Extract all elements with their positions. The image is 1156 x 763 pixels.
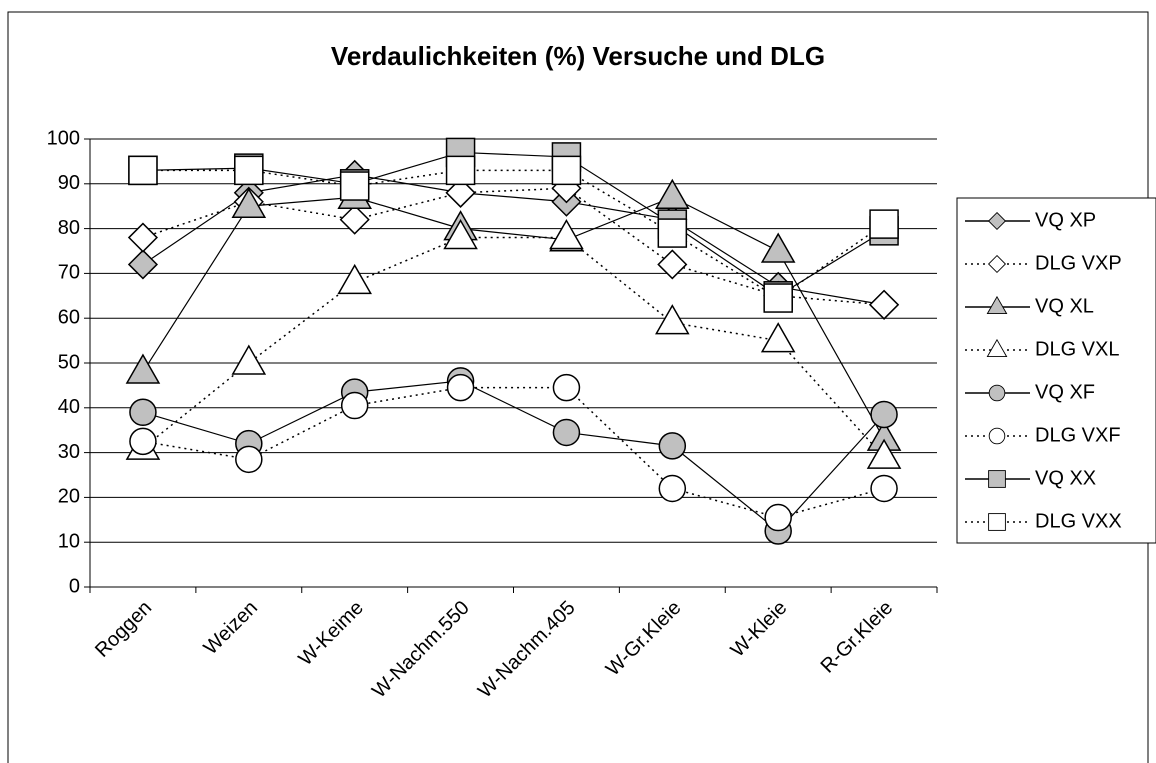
y-tick-label: 90 <box>58 172 80 194</box>
marker-circle <box>340 391 369 420</box>
series-line <box>142 169 885 299</box>
y-tick-label: 10 <box>58 530 80 552</box>
series-line <box>142 196 885 440</box>
marker-circle <box>552 418 581 447</box>
legend-label: VQ XP <box>1035 209 1096 231</box>
y-tick-label: 50 <box>58 351 80 373</box>
marker-diamond <box>339 204 370 235</box>
series-line <box>142 380 885 532</box>
marker-diamond <box>445 177 476 208</box>
marker-square <box>763 283 793 313</box>
legend-label: DLG VXP <box>1035 252 1122 274</box>
marker-circle <box>129 427 157 456</box>
y-tick-label: 40 <box>58 396 80 418</box>
legend-marker <box>988 384 1006 402</box>
y-tick-label: 80 <box>58 217 80 239</box>
legend-label: VQ XX <box>1035 467 1096 489</box>
chart-title: Verdaulichkeiten (%) Versuche und DLG <box>331 41 825 71</box>
marker-triangle <box>337 263 372 295</box>
marker-triangle <box>655 304 690 335</box>
marker-square <box>869 209 899 239</box>
y-tick-label: 100 <box>47 127 80 149</box>
marker-diamond <box>869 289 900 320</box>
marker-diamond <box>127 222 158 253</box>
series-line <box>142 174 885 306</box>
y-tick-label: 60 <box>58 306 80 328</box>
marker-circle <box>764 503 792 532</box>
legend-marker <box>986 295 1008 315</box>
legend-marker <box>986 338 1008 358</box>
y-tick-label: 0 <box>69 575 80 597</box>
marker-square <box>234 155 264 186</box>
marker-circle <box>129 398 157 427</box>
y-tick-label: 70 <box>58 262 80 284</box>
marker-square <box>339 171 370 201</box>
marker-circle <box>658 474 687 503</box>
legend-marker <box>987 254 1007 274</box>
marker-triangle <box>231 187 267 218</box>
legend-box <box>956 197 1156 544</box>
marker-triangle <box>231 344 267 375</box>
marker-circle <box>552 373 581 402</box>
legend-label: VQ XL <box>1035 295 1094 317</box>
marker-square <box>445 155 476 186</box>
marker-square <box>551 155 582 186</box>
marker-circle <box>658 432 687 460</box>
marker-triangle <box>549 219 584 250</box>
legend-label: DLG VXF <box>1035 424 1121 446</box>
marker-triangle <box>760 322 796 353</box>
marker-square <box>128 155 158 186</box>
legend-label: DLG VXX <box>1035 510 1122 532</box>
y-tick-label: 30 <box>58 441 80 463</box>
marker-square <box>657 218 688 248</box>
legend-marker <box>988 470 1006 488</box>
marker-circle <box>870 400 898 429</box>
marker-circle <box>870 474 898 503</box>
series-line <box>142 386 885 519</box>
marker-triangle <box>443 219 478 250</box>
marker-triangle <box>760 232 796 263</box>
marker-circle <box>235 445 263 474</box>
legend-marker <box>987 211 1007 231</box>
marker-triangle <box>125 353 161 384</box>
y-tick-label: 20 <box>58 486 80 508</box>
series-line <box>142 151 885 297</box>
series-line <box>142 236 885 458</box>
marker-diamond <box>127 249 158 280</box>
legend-marker <box>988 513 1006 531</box>
marker-triangle <box>866 438 902 469</box>
marker-triangle <box>655 178 690 209</box>
marker-diamond <box>657 249 688 280</box>
legend-label: DLG VXL <box>1035 338 1119 360</box>
legend-marker <box>988 427 1006 445</box>
marker-circle <box>446 373 475 402</box>
legend-label: VQ XF <box>1035 381 1095 403</box>
